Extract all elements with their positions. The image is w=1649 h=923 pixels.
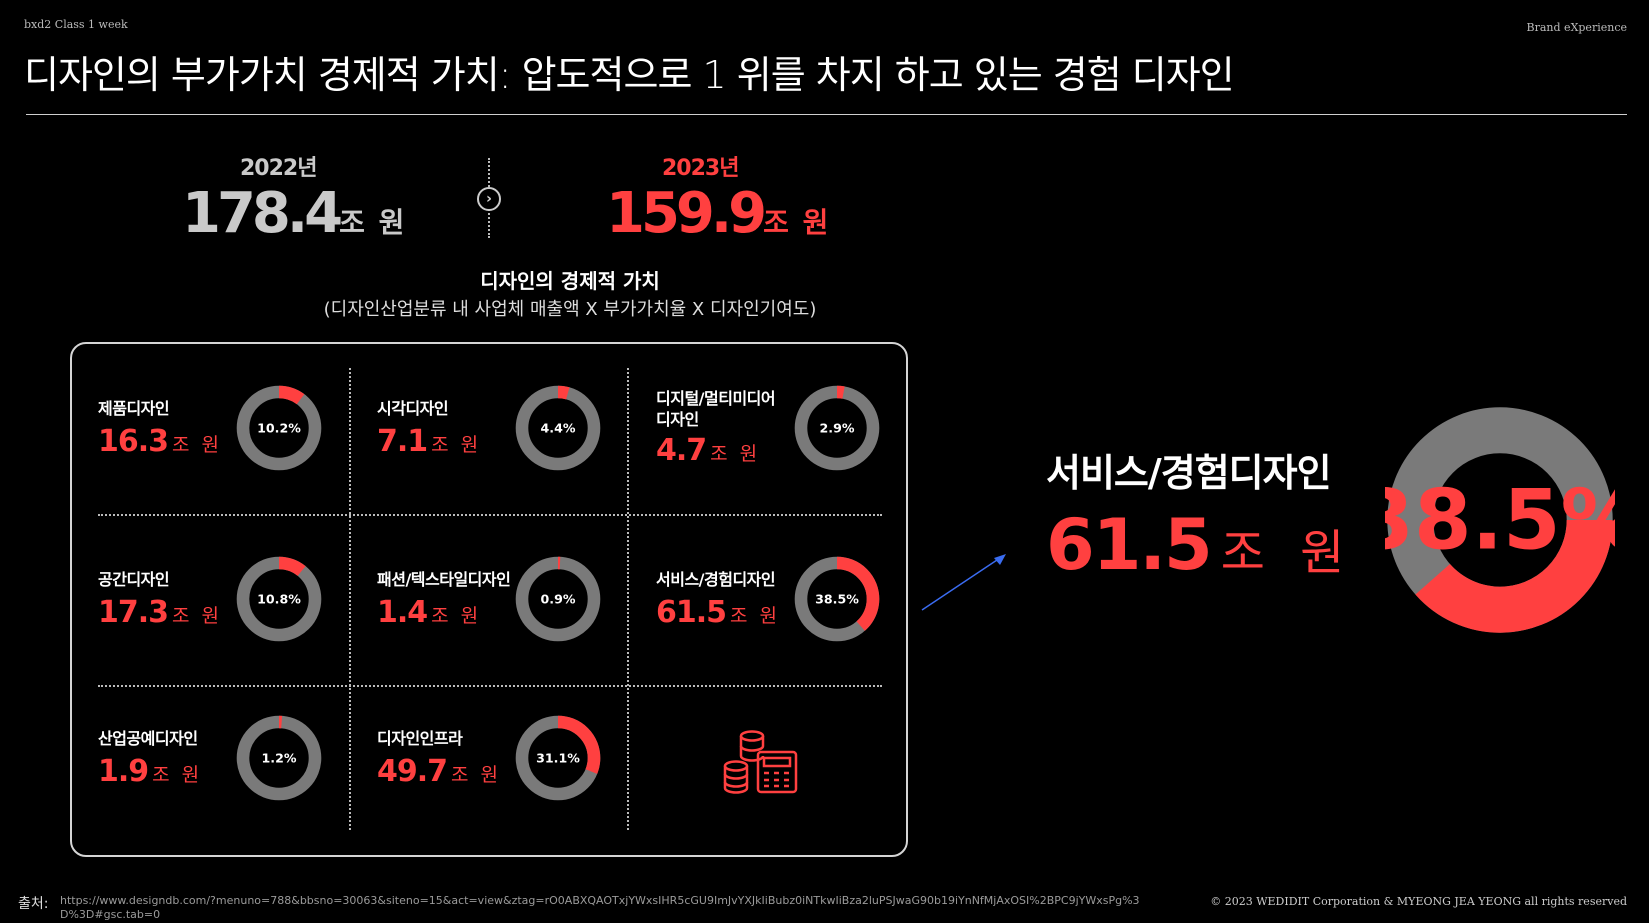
highlight-unit: 조 원: [1220, 525, 1355, 581]
category-cell: 디자인인프라 49.7 조 원: [377, 728, 501, 787]
donut-chart: 2.9%: [794, 385, 880, 471]
donut-label: 38.5%: [1385, 472, 1615, 569]
donut-segment: [515, 715, 601, 801]
highlight-donut-chart: 38.5%: [1385, 407, 1615, 633]
panel-divider-vertical: [349, 368, 351, 830]
donut-segment: [794, 556, 880, 642]
category-name: 서비스/경험디자인: [656, 570, 776, 589]
donut-label: 1.2%: [262, 751, 297, 766]
panel-divider-horizontal: [98, 514, 882, 516]
brand-label: Brand eXperience: [1526, 21, 1627, 34]
category-unit: 조 원: [431, 434, 482, 456]
donut-label: 10.8%: [257, 592, 301, 607]
highlight-value-row: 61.5 조 원: [1046, 510, 1354, 580]
donut-chart: 0.9%: [515, 556, 601, 642]
category-value: 4.7: [656, 433, 707, 468]
category-name: 디지털/멀티미디어 디자인: [656, 389, 776, 429]
category-name: 패션/텍스타일디자인: [377, 570, 511, 589]
donut-segment: [515, 385, 601, 471]
category-name: 디자인인프라: [377, 729, 463, 748]
pointer-arrow: [921, 554, 1006, 611]
category-panel: [70, 342, 908, 857]
donut-chart: 1.2%: [236, 715, 322, 801]
donut-chart: 31.1%: [515, 715, 601, 801]
category-unit: 조 원: [730, 605, 781, 627]
donut-label: 4.4%: [541, 421, 576, 436]
category-unit: 조 원: [431, 605, 482, 627]
donut-label: 10.2%: [257, 421, 301, 436]
category-cell: 시각디자인 7.1 조 원: [377, 398, 481, 457]
category-value: 7.1: [377, 424, 428, 459]
highlight-value: 61.5: [1046, 504, 1213, 586]
chevron-right-circle-icon: ›: [477, 187, 501, 211]
category-value: 17.3: [98, 595, 169, 630]
category-cell: 공간디자인 17.3 조 원: [98, 569, 222, 628]
category-cell: 패션/텍스타일디자인 1.4 조 원: [377, 569, 511, 630]
donut-label: 38.5%: [815, 592, 859, 607]
category-unit: 조 원: [152, 764, 203, 786]
economic-value-title: 디자인의 경제적 가치: [480, 269, 660, 293]
category-value: 1.4: [377, 595, 428, 630]
donut-segment: [236, 715, 322, 801]
year-2022-block: 2022년 178.4조 원: [182, 150, 407, 242]
donut-chart: 10.2%: [236, 385, 322, 471]
panel-divider-horizontal: [98, 685, 882, 687]
category-value: 61.5: [656, 595, 727, 630]
category-cell: 디지털/멀티미디어 디자인 4.7 조 원: [656, 388, 786, 466]
category-unit: 조 원: [172, 605, 223, 627]
category-unit: 조 원: [451, 764, 502, 786]
category-value: 1.9: [98, 754, 149, 789]
category-name: 제품디자인: [98, 399, 170, 418]
highlight-name: 서비스/경험디자인: [1046, 451, 1332, 495]
panel-divider-vertical: [627, 368, 629, 830]
category-cell: 산업공예디자인 1.9 조 원: [98, 728, 202, 787]
category-cell: 제품디자인 16.3 조 원: [98, 398, 222, 457]
course-label: bxd2 Class 1 week: [24, 18, 128, 31]
donut-segment: [236, 385, 322, 471]
economic-value-formula: (디자인산업분류 내 사업체 매출액 X 부가가치율 X 디자인기여도): [323, 299, 817, 320]
category-name: 산업공예디자인: [98, 729, 198, 748]
donut-chart: 4.4%: [515, 385, 601, 471]
year-2022-unit: 조 원: [339, 206, 407, 239]
donut-chart: 38.5%: [794, 556, 880, 642]
year-2023-value: 159.9: [606, 181, 767, 246]
category-unit: 조 원: [172, 434, 223, 456]
donut-chart: 10.8%: [236, 556, 322, 642]
category-value: 16.3: [98, 424, 169, 459]
year-2023-label: 2023년: [662, 156, 739, 181]
source-label: 출처:: [18, 896, 49, 912]
donut-segment: [236, 556, 322, 642]
source-link[interactable]: https://www.designdb.com/?menuno=788&bbs…: [60, 894, 1140, 921]
donut-label: 31.1%: [536, 751, 580, 766]
page-title: 디자인의 부가가치 경제적 가치: 압도적으로 1 위를 차지 하고 있는 경험…: [24, 53, 1235, 97]
category-value: 49.7: [377, 754, 448, 789]
copyright: © 2023 WEDIDIT Corporation & MYEONG JEA …: [1210, 895, 1627, 908]
year-2023-block: 2023년 159.9조 원: [606, 150, 831, 242]
category-name: 시각디자인: [377, 399, 449, 418]
category-unit: 조 원: [710, 443, 761, 465]
donut-segment: [794, 385, 880, 471]
title-divider: [26, 114, 1627, 115]
year-2022-value: 178.4: [182, 181, 343, 246]
year-2023-unit: 조 원: [763, 206, 831, 239]
coins-calculator-icon: [723, 730, 798, 794]
donut-label: 0.9%: [541, 592, 576, 607]
year-2022-label: 2022년: [240, 156, 317, 181]
category-cell: 서비스/경험디자인 61.5 조 원: [656, 569, 780, 628]
donut-segment: [515, 556, 601, 642]
donut-label: 2.9%: [820, 421, 855, 436]
donut-segment: [1387, 407, 1613, 633]
category-name: 공간디자인: [98, 570, 170, 589]
